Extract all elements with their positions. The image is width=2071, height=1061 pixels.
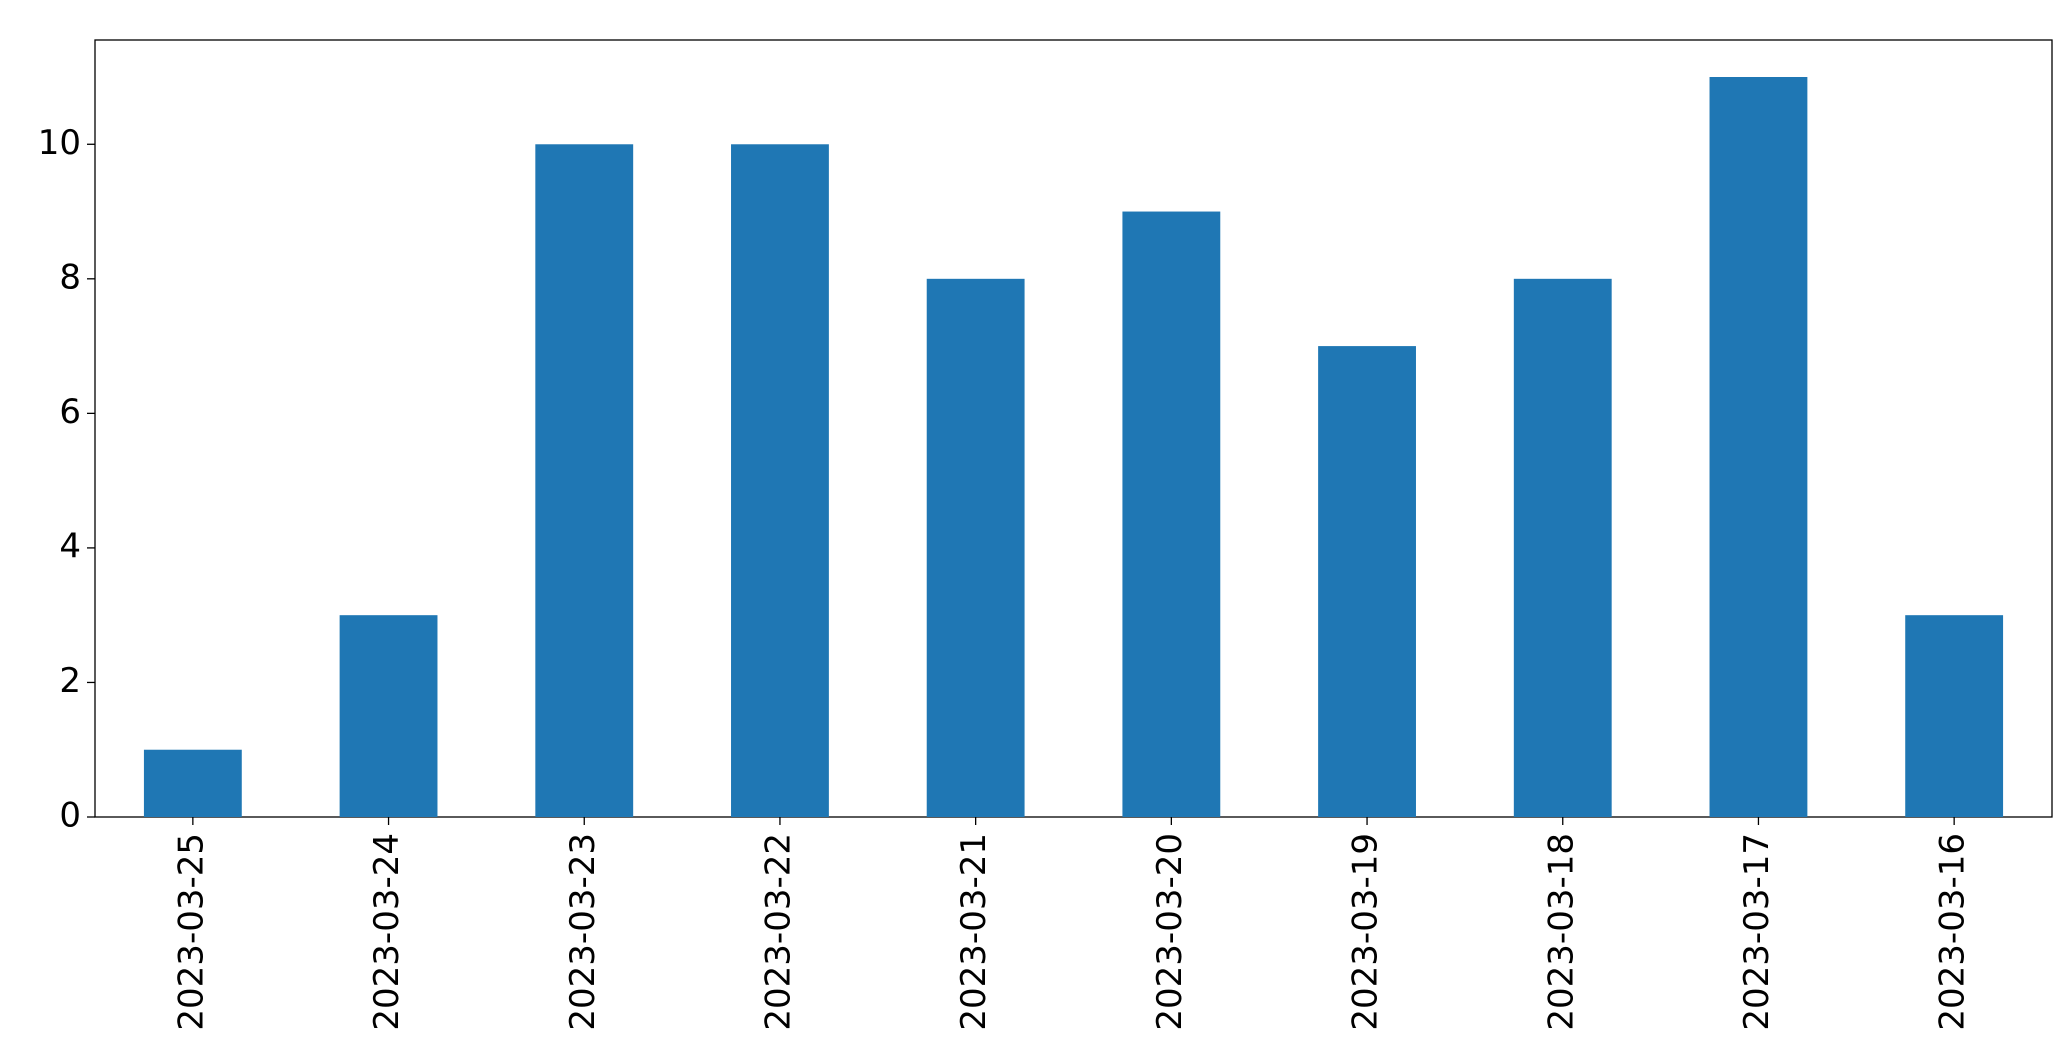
bar xyxy=(339,615,438,817)
bar xyxy=(1122,211,1221,817)
bar xyxy=(1513,278,1612,817)
bar xyxy=(926,278,1025,817)
x-tick-label: 2023-03-21 xyxy=(954,833,994,1031)
y-tick-label: 8 xyxy=(59,257,81,297)
x-tick-label: 2023-03-22 xyxy=(758,833,798,1031)
x-tick-label: 2023-03-20 xyxy=(1150,833,1190,1031)
x-tick-label: 2023-03-25 xyxy=(171,833,211,1031)
plot-frame xyxy=(94,39,2053,818)
y-tick-label: 6 xyxy=(59,392,81,432)
x-tick-label: 2023-03-24 xyxy=(367,833,407,1031)
x-tick-label: 2023-03-18 xyxy=(1541,833,1581,1031)
y-tick-label: 4 xyxy=(59,526,81,566)
y-tick-label: 2 xyxy=(59,661,81,701)
x-tick-label: 2023-03-19 xyxy=(1346,833,1386,1031)
bar xyxy=(143,749,242,817)
bar xyxy=(1709,77,1808,817)
bar xyxy=(535,144,634,818)
y-tick-label: 10 xyxy=(38,123,81,163)
x-tick-label: 2023-03-17 xyxy=(1737,833,1777,1031)
x-tick-label: 2023-03-16 xyxy=(1933,833,1973,1031)
bar xyxy=(1905,615,2004,817)
bar xyxy=(1318,346,1416,817)
y-tick-label: 0 xyxy=(59,796,81,836)
bar xyxy=(731,144,829,818)
x-tick-label: 2023-03-23 xyxy=(563,833,603,1031)
